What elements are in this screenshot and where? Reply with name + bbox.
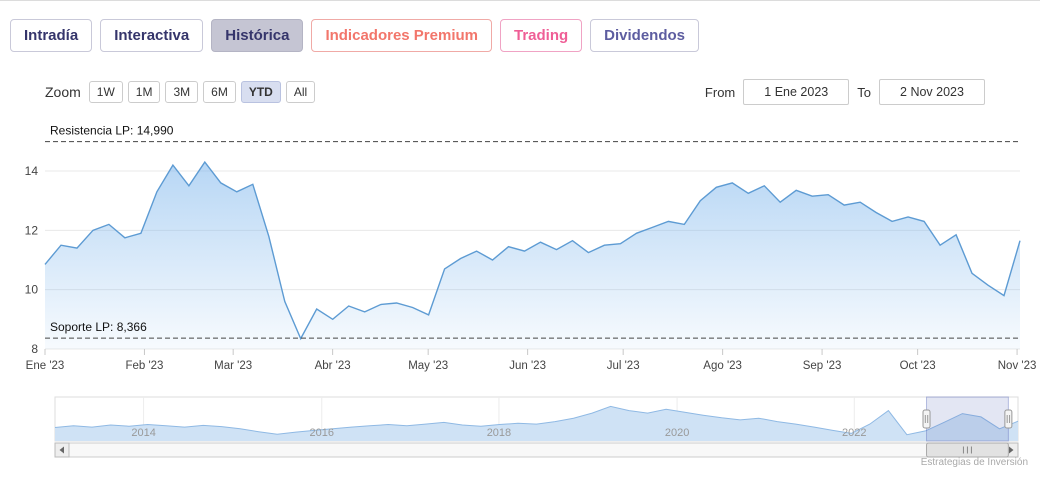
from-label: From <box>704 84 736 100</box>
zoom-button-1w[interactable]: 1W <box>88 81 123 103</box>
navigator-line <box>54 405 1019 436</box>
x-axis-label: Feb '23 <box>125 360 163 372</box>
to-label: To <box>857 84 871 100</box>
zoom-button-6m[interactable]: 6M <box>203 81 236 103</box>
tab-trading[interactable]: Trading <box>500 19 583 52</box>
x-axis-label: May '23 <box>408 360 448 372</box>
zoom-button-all[interactable]: All <box>285 81 316 103</box>
zoom-button-ytd[interactable]: YTD <box>240 81 281 103</box>
tab-bar: Intradía Interactiva Histórica Indicador… <box>10 19 700 52</box>
x-axis-label: Jul '23 <box>607 360 640 372</box>
y-axis-label: 14 <box>25 164 39 178</box>
tab-historica[interactable]: Histórica <box>211 19 304 52</box>
support-label: Soporte LP: 8,366 <box>50 320 147 334</box>
x-axis-label: Oct '23 <box>900 360 936 372</box>
price-area-fill <box>45 162 1020 349</box>
navigator-year-label: 2022 <box>842 427 866 439</box>
x-axis-label: Nov '23 <box>998 360 1037 372</box>
zoom-label: Zoom <box>45 84 81 100</box>
zoom-button-1m[interactable]: 1M <box>127 81 161 103</box>
navigator-handle-left[interactable] <box>922 409 931 429</box>
scrollbar-left-arrow-icon <box>59 446 64 454</box>
x-axis-label: Ago '23 <box>703 360 742 372</box>
scrollbar-track[interactable] <box>68 442 1005 458</box>
resistance-label: Resistencia LP: 14,990 <box>50 124 174 138</box>
navigator-handle-right[interactable] <box>1004 409 1013 429</box>
tab-indicadores-premium[interactable]: Indicadores Premium <box>311 19 492 52</box>
x-axis-label: Mar '23 <box>214 360 252 372</box>
scrollbar-right-arrow-icon <box>1009 446 1014 454</box>
y-axis-label: 12 <box>25 223 39 237</box>
date-range-group: From To <box>705 79 985 105</box>
to-date-input[interactable] <box>879 79 985 105</box>
chart-credit: Estrategias de Inversión <box>920 457 1028 468</box>
x-axis-label: Abr '23 <box>315 360 351 372</box>
navigator-window[interactable] <box>926 396 1009 442</box>
price-chart: 8 10 12 14 Ene '23 Feb '23 Mar '23 Abr '23 May '… <box>25 124 1037 458</box>
navigator-year-label: 2018 <box>487 427 511 439</box>
from-date-input[interactable] <box>743 79 850 105</box>
tab-dividendos[interactable]: Dividendos <box>590 19 700 52</box>
zoom-button-group: 1W 1M 3M 6M YTD All <box>88 81 316 103</box>
tab-interactiva[interactable]: Interactiva <box>100 19 204 52</box>
y-axis-label: 10 <box>25 283 39 297</box>
tab-intradia[interactable]: Intradía <box>10 19 93 52</box>
y-axis-label: 8 <box>31 342 38 356</box>
x-axis-label: Jun '23 <box>509 360 546 372</box>
navigator-year-label: 2014 <box>131 427 155 439</box>
zoom-group: Zoom 1W 1M 3M 6M YTD All <box>45 81 316 103</box>
navigator-year-label: 2020 <box>665 427 689 439</box>
x-axis-label: Sep '23 <box>803 360 842 372</box>
navigator-year-label: 2016 <box>310 427 334 439</box>
zoom-button-3m[interactable]: 3M <box>165 81 199 103</box>
price-line-series <box>44 160 1021 341</box>
x-axis-label: Ene '23 <box>26 360 65 372</box>
